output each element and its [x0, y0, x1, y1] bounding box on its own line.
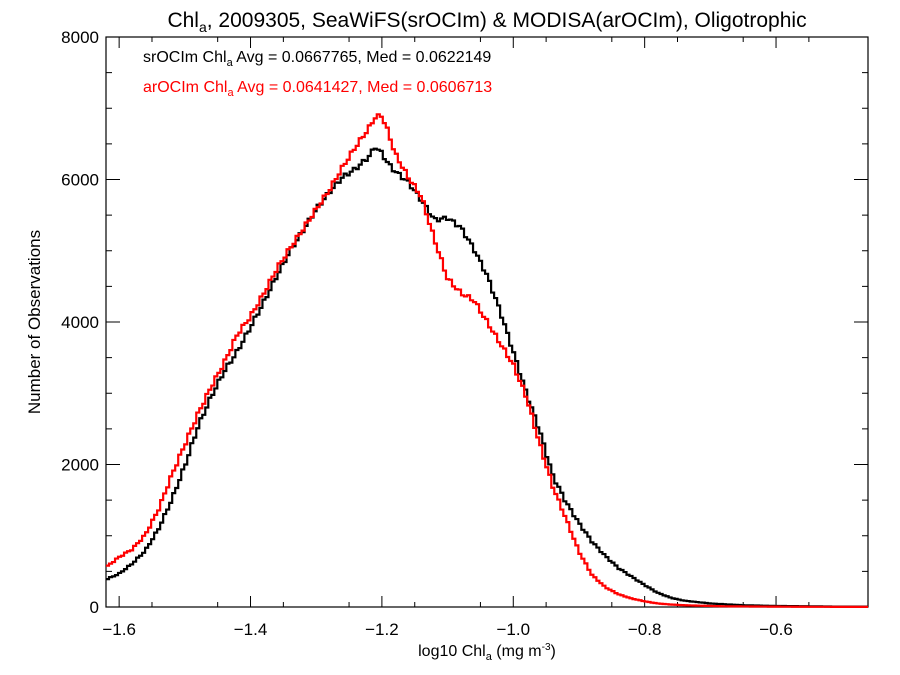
x-tick-label: −1.4	[234, 620, 268, 639]
y-tick-label: 4000	[61, 313, 99, 332]
x-axis-label: log10 Chla (mg m-3)	[418, 642, 556, 663]
series-layer	[106, 113, 869, 608]
y-axis-label: Number of Observations	[25, 230, 44, 414]
x-tick-label: −0.8	[628, 620, 662, 639]
legend-entry-sroclm: srOCIm Chla Avg = 0.0667765, Med = 0.062…	[143, 49, 491, 69]
y-tick-label: 6000	[61, 171, 99, 190]
y-tick-label: 0	[90, 598, 99, 617]
legend: srOCIm Chla Avg = 0.0667765, Med = 0.062…	[143, 49, 492, 99]
x-tick-label: −1.2	[365, 620, 399, 639]
chart-title: Chla, 2009305, SeaWiFS(srOCIm) & MODISA(…	[167, 9, 806, 35]
legend-entry-aroclm: arOCIm Chla Avg = 0.0641427, Med = 0.060…	[143, 79, 492, 99]
y-tick-label: 2000	[61, 456, 99, 475]
x-tick-label: −0.6	[759, 620, 793, 639]
x-tick-label: −1.0	[496, 620, 530, 639]
series-line-arocim	[106, 113, 868, 608]
x-tick-label: −1.6	[102, 620, 136, 639]
y-tick-label: 8000	[61, 28, 99, 47]
series-line-srocim	[106, 147, 869, 608]
axis-ticks: −1.6 −1.4 −1.2 −1.0 −0.8 −0.6 0 2000 4000 6000 800…	[61, 28, 868, 639]
